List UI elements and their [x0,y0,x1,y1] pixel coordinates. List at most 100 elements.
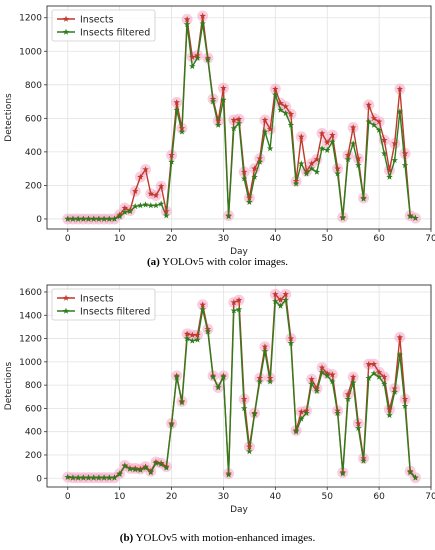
data-point-insects-filtered [178,128,186,135]
data-point-insects [251,165,258,172]
data-point-insects-filtered [308,165,315,172]
data-point-insects-filtered [116,470,123,477]
data-point-insects [344,391,352,398]
legend-label: Insects filtered [80,307,150,318]
data-point-insects-filtered [235,119,243,127]
data-point-insects-filtered [209,373,217,380]
data-point-insects-filtered [381,380,388,387]
data-point-insects-filtered [111,474,118,481]
y-tick-label: 0 [36,215,42,225]
data-point-insects-filtered [194,336,201,343]
data-point-insects-filtered [178,399,186,406]
data-point-insects-filtered [173,373,180,380]
data-point-insects-filtered [90,474,97,481]
data-point-insects [246,443,253,450]
data-point-insects [287,335,295,342]
x-tick-label: 30 [218,492,230,502]
y-tick-label: 400 [25,428,42,438]
data-point-insects [282,103,289,110]
data-point-insects-filtered [157,200,165,207]
y-tick-label: 1200 [19,14,42,24]
data-point-insects [277,296,284,303]
data-point-insects [277,99,284,106]
data-point-insects [189,331,196,338]
data-point-insects-filtered [194,54,201,61]
x-tick-label: 20 [166,492,178,502]
data-point-insects-filtered [287,121,295,128]
data-point-insects-filtered [106,474,113,481]
data-point-insects [246,194,253,201]
data-point-insects [318,364,326,371]
y-tick-label: 400 [25,148,42,158]
y-tick-label: 1000 [19,47,42,57]
data-point-insects [183,16,191,23]
data-point-insects-filtered [407,469,414,476]
data-point-insects [349,124,357,131]
data-point-insects-filtered [349,379,357,386]
data-point-insects-filtered [407,213,414,220]
data-point-insects-filtered [256,378,263,385]
data-point-insects-filtered [334,409,341,416]
data-point-insects [349,373,357,380]
data-point-insects-filtered [370,370,378,377]
data-point-insects [261,343,269,350]
data-point-insects-filtered [183,21,191,28]
data-point-insects-filtered [69,474,77,481]
data-point-insects-filtered [272,297,279,305]
data-point-insects-filtered [381,150,388,157]
data-point-insects [370,114,378,122]
data-point-insects-filtered [318,368,326,376]
data-point-insects [391,385,398,392]
data-point-insects-filtered [131,466,139,473]
x-tick-label: 0 [65,492,71,502]
data-point-insects-filtered [391,388,398,395]
data-point-insects [266,125,274,132]
data-point-insects [194,331,201,338]
data-point-insects-filtered [355,161,362,169]
caption-tag: (a) [147,256,160,268]
data-point-insects [365,101,372,108]
legend-label: Insects filtered [80,28,150,39]
plot-frame [46,284,432,488]
data-point-insects [308,160,315,167]
data-point-insects-filtered [189,337,196,344]
data-point-insects-filtered [401,402,409,409]
data-point-insects [401,150,409,157]
data-point-insects [396,85,404,92]
data-point-insects-filtered [80,215,87,222]
data-point-insects-filtered [360,195,367,202]
data-point-insects-filtered [126,207,134,215]
data-point-insects-filtered [292,180,300,187]
data-point-insects [131,187,139,195]
data-point-insects-filtered [69,215,77,222]
data-point-insects-filtered [396,108,404,115]
x-tick-label: 40 [270,234,282,244]
data-point-insects [157,182,165,189]
data-point-insects-filtered [396,351,404,358]
data-point-insects-filtered [246,198,253,205]
x-tick-label: 10 [114,492,126,502]
data-point-insects [386,406,393,413]
x-tick-label: 0 [65,234,71,244]
x-tick-label: 50 [321,234,333,244]
data-point-insects [329,131,336,138]
data-point-insects-filtered [225,213,232,220]
data-point-insects-filtered [323,372,331,379]
data-point-insects-filtered [64,473,71,480]
caption-text: YOLOv5 with motion-enhanced images. [133,532,315,544]
data-point-insects-filtered [204,56,212,63]
x-axis-label: Day [230,247,248,257]
data-point-insects-filtered [339,214,347,221]
y-tick-label: 800 [25,381,42,391]
data-point-insects-filtered [95,215,103,222]
data-point-insects [381,136,388,143]
data-point-insects-filtered [157,460,165,468]
data-point-insects-filtered [116,213,123,220]
data-point-insects-filtered [292,428,300,435]
data-point-insects [266,374,274,381]
y-tick-label: 1600 [19,288,42,298]
data-point-insects [173,99,180,106]
legend-swatch-marker [62,294,70,301]
data-point-insects [287,110,295,117]
